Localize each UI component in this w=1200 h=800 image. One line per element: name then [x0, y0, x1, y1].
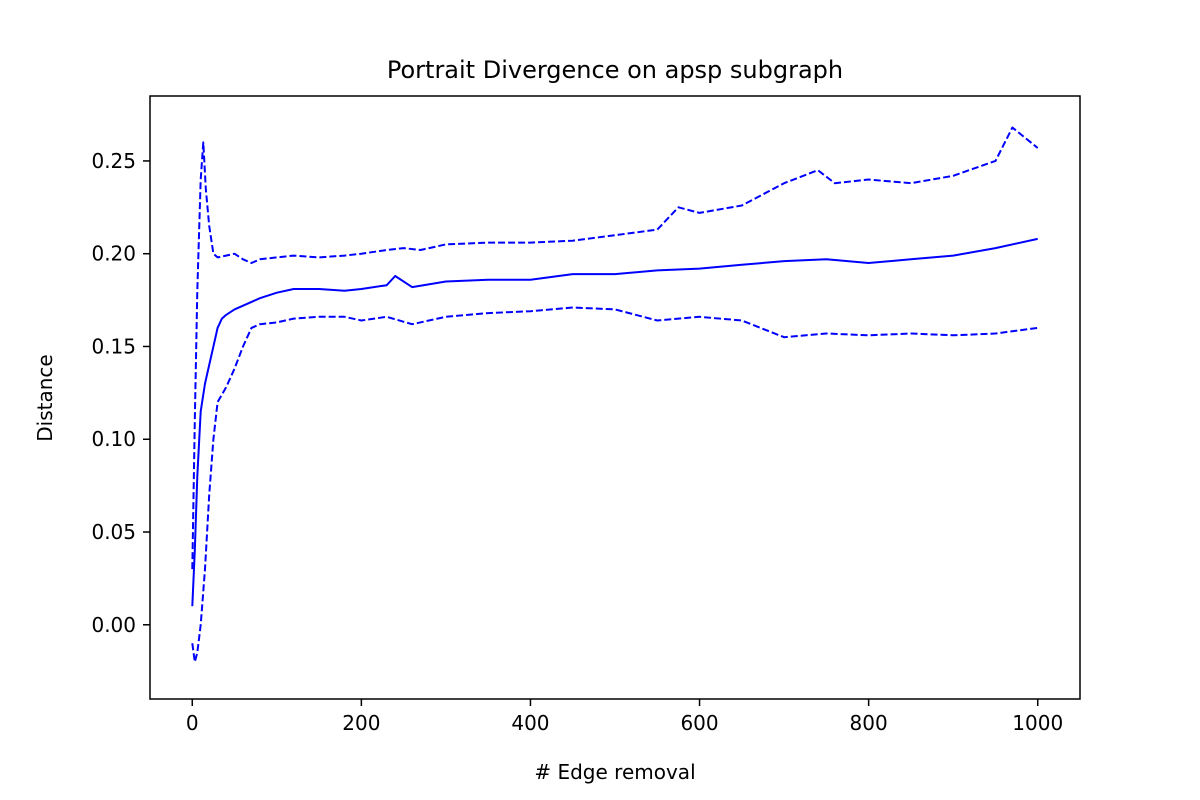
x-tick-label: 200	[342, 711, 380, 735]
chart-title: Portrait Divergence on apsp subgraph	[387, 56, 843, 84]
plot-frame	[149, 95, 1081, 700]
y-tick-label: 0.15	[91, 334, 136, 358]
x-axis: 0 200 400 600 800 1000	[186, 699, 1063, 735]
x-tick-label: 1000	[1012, 711, 1063, 735]
x-tick-label: 600	[680, 711, 718, 735]
x-tick-label: 400	[511, 711, 549, 735]
y-tick-label: 0.00	[91, 613, 136, 637]
plot-lines	[191, 126, 1039, 663]
dashed-series-line-1	[191, 126, 1039, 570]
y-tick-label: 0.10	[91, 427, 136, 451]
solid-series-line-0	[191, 237, 1038, 607]
x-axis-label: # Edge removal	[534, 760, 695, 784]
y-axis-label: Distance	[33, 354, 57, 441]
y-tick-label: 0.25	[91, 149, 136, 173]
y-tick-label: 0.05	[91, 520, 136, 544]
y-axis: 0.00 0.05 0.10 0.15 0.20 0.25	[91, 149, 150, 637]
dashed-series-line-2	[191, 306, 1038, 663]
y-tick-label: 0.20	[91, 242, 136, 266]
x-tick-label: 0	[186, 711, 199, 735]
x-tick-label: 800	[850, 711, 888, 735]
